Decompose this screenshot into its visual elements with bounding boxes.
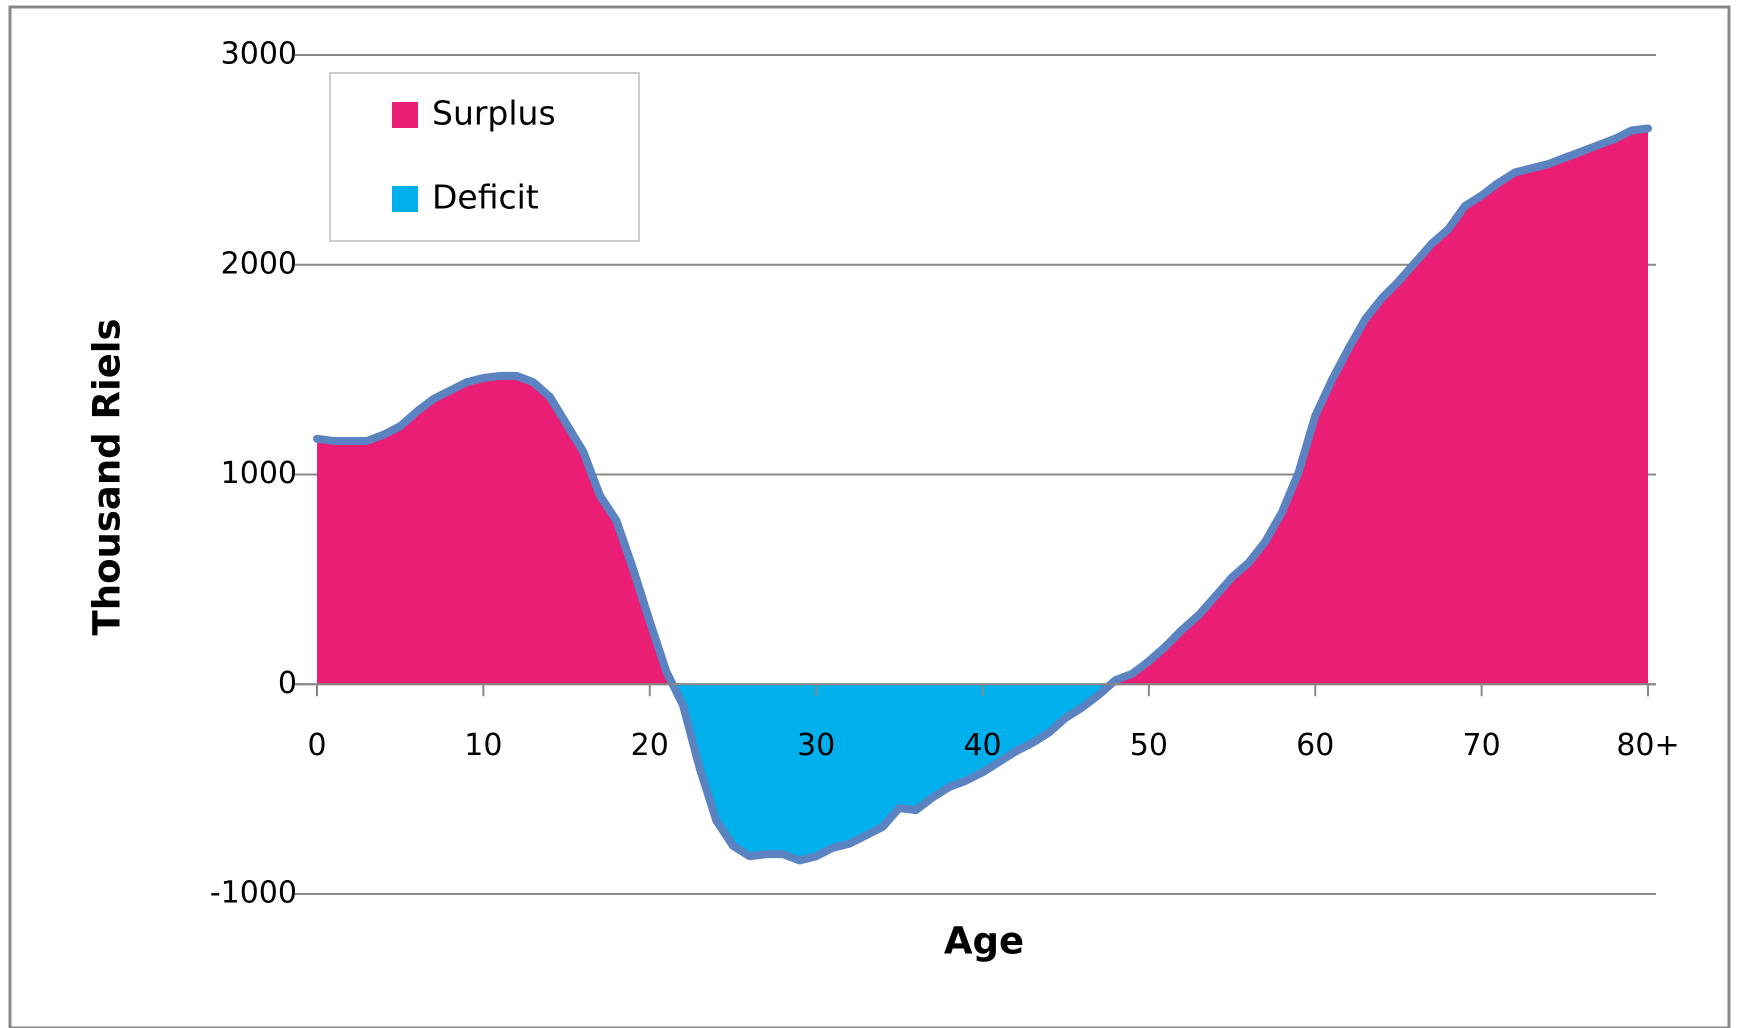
x-tick-label: 40 — [963, 728, 1001, 763]
surplus-area — [317, 128, 1648, 685]
x-tick-label: 30 — [797, 728, 835, 763]
legend-label: Surplus — [432, 94, 556, 133]
x-tick-label: 50 — [1130, 728, 1168, 763]
legend-box — [329, 72, 640, 242]
legend-label: Deficit — [432, 178, 539, 217]
y-axis-title: Thousand Riels — [86, 318, 129, 635]
y-tick-label: 1000 — [221, 456, 297, 491]
y-tick-label: 3000 — [221, 37, 297, 72]
x-axis-title: Age — [944, 920, 1024, 963]
axes: -1000 0 1000 2000 3000 0 10 20 30 40 50 60 70 80+ — [210, 37, 1680, 911]
y-tick-label: -1000 — [210, 876, 297, 911]
legend-swatch — [392, 102, 418, 128]
line — [313, 124, 1652, 865]
x-tick-label: 10 — [464, 728, 502, 763]
y-tick-label: 2000 — [221, 246, 297, 281]
x-tick-label: 70 — [1463, 728, 1501, 763]
x-tick-label: 20 — [631, 728, 669, 763]
areas — [313, 124, 1652, 865]
y-tick-label: 0 — [278, 666, 297, 701]
legend-swatch — [392, 186, 418, 212]
x-tick-label: 60 — [1296, 728, 1334, 763]
x-tick-label: 80+ — [1616, 728, 1679, 763]
x-tick-label: 0 — [307, 728, 326, 763]
